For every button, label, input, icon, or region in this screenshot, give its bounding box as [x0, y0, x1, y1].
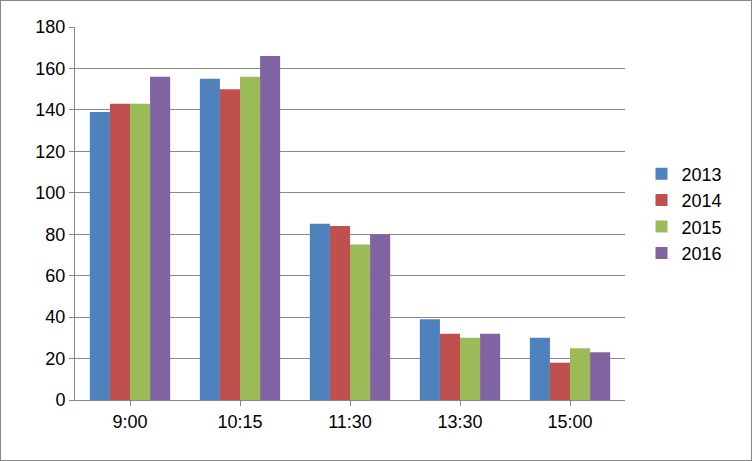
svg-text:40: 40	[45, 307, 65, 327]
svg-text:120: 120	[35, 142, 65, 162]
svg-text:11:30: 11:30	[328, 412, 372, 432]
svg-text:15:00: 15:00	[547, 412, 592, 432]
svg-text:160: 160	[35, 59, 65, 79]
svg-text:140: 140	[35, 100, 65, 120]
svg-text:0: 0	[55, 390, 65, 410]
svg-text:9:00: 9:00	[112, 412, 147, 432]
svg-text:20: 20	[45, 349, 65, 369]
svg-text:10:15: 10:15	[217, 412, 262, 432]
svg-text:2013: 2013	[682, 165, 722, 185]
svg-text:60: 60	[45, 266, 65, 286]
svg-text:100: 100	[35, 183, 65, 203]
svg-text:2016: 2016	[682, 244, 722, 264]
svg-text:180: 180	[35, 17, 65, 37]
svg-text:80: 80	[45, 225, 65, 245]
svg-text:13:30: 13:30	[437, 412, 482, 432]
svg-text:2014: 2014	[682, 191, 722, 211]
svg-text:2015: 2015	[682, 218, 722, 238]
